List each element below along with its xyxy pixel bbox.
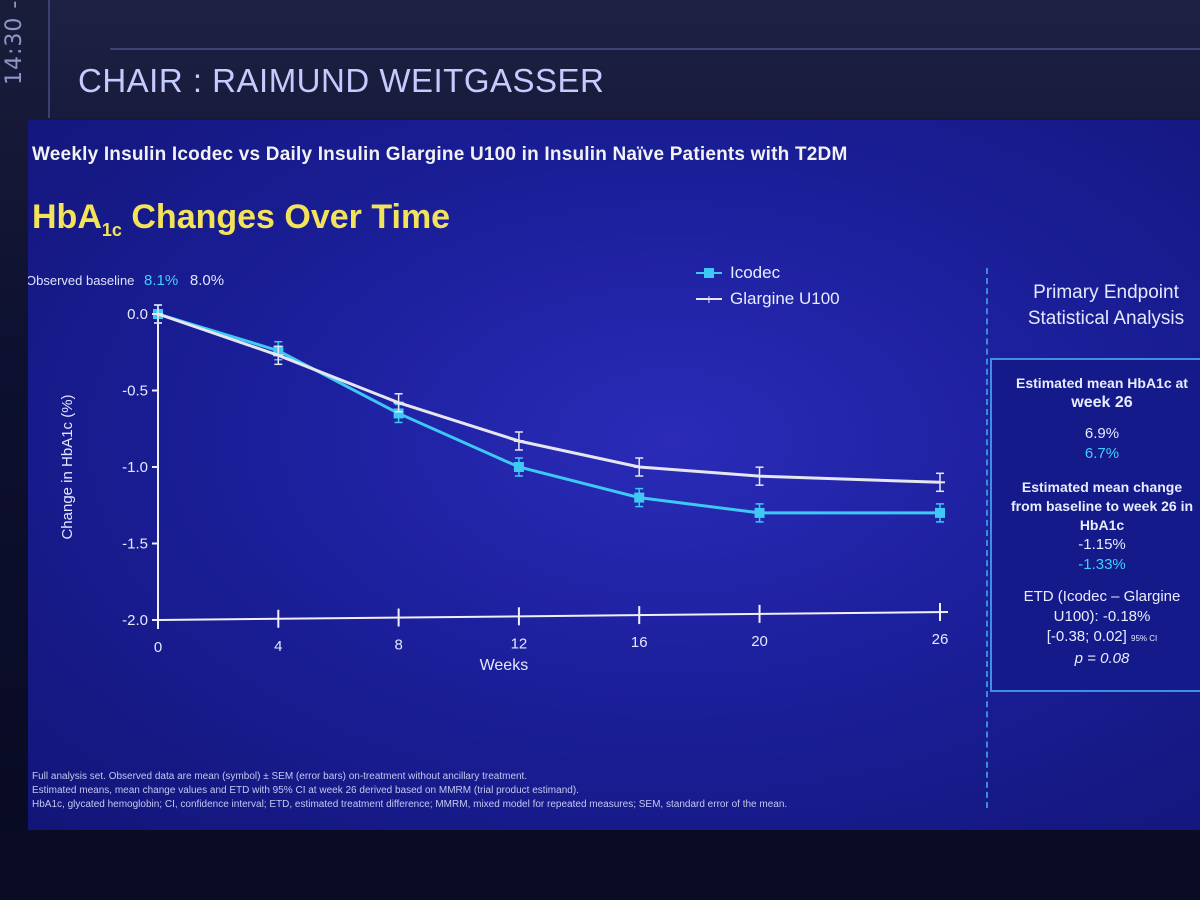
data-point-icodec: [634, 492, 645, 503]
baseline-icodec-value: 8.1%: [144, 272, 179, 289]
series-line-glargine: [157, 312, 941, 484]
x-tick-label: 4: [274, 638, 282, 655]
x-axis-line: [157, 611, 949, 621]
presentation-slide: Weekly Insulin Icodec vs Daily Insulin G…: [28, 120, 1200, 830]
x-tick-label: 0: [154, 639, 162, 656]
baseline-label: Observed baseline: [28, 273, 135, 288]
series-line-icodec: [157, 312, 940, 515]
p-value: p = 0.08: [1074, 650, 1130, 667]
estimated-mean-icodec: 6.7%: [1084, 445, 1120, 462]
x-tick-label: 12: [511, 635, 528, 652]
estimated-mean-label-line1: Estimated mean HbA1c at: [1016, 375, 1188, 391]
data-point-icodec: [935, 507, 945, 518]
header-divider-line: [110, 48, 1200, 50]
statistical-analysis-box: Estimated mean HbA1c at week 26 6.9% 6.7…: [990, 358, 1200, 692]
monitor-bottom-bezel: [0, 830, 1200, 900]
legend-item-glargine: + Glargine U100: [696, 286, 840, 312]
slide-footnotes: Full analysis set. Observed data are mea…: [32, 770, 787, 812]
estimated-change-label-line2: from baseline to week 26 in: [1010, 498, 1194, 514]
footnote-line2: Estimated means, mean change values and …: [32, 785, 579, 796]
slide-subtitle: Weekly Insulin Icodec vs Daily Insulin G…: [32, 144, 848, 165]
etd-line2: U100): -0.18%: [1053, 608, 1151, 625]
legend-swatch-icodec: [696, 266, 722, 280]
estimated-change-label-line1: Estimated mean change: [1021, 479, 1183, 495]
y-tick-label: 0.0: [127, 306, 148, 323]
estimated-mean-glargine: 6.9%: [1084, 425, 1120, 442]
legend-label-icodec: Icodec: [730, 263, 781, 282]
slide-title-subscript: 1c: [101, 219, 122, 240]
legend-swatch-glargine: +: [696, 292, 722, 306]
x-axis-label: Weeks: [480, 657, 529, 674]
etd-line1: ETD (Icodec – Glargine: [1023, 588, 1181, 605]
x-tick-label: 16: [631, 634, 648, 651]
session-header: [48, 0, 1200, 118]
etd-line3: [-0.38; 0.02] 95% CI: [992, 627, 1200, 649]
slide-title-rest: Changes Over Time: [121, 198, 451, 236]
y-tick-label: -2.0: [122, 612, 148, 629]
observed-baseline: Observed baseline 8.1% 8.0%: [28, 272, 224, 289]
legend-label-glargine: Glargine U100: [730, 289, 840, 308]
panel-divider: [986, 268, 988, 808]
y-tick-label: -0.5: [122, 383, 148, 400]
chart-legend: Icodec + Glargine U100: [696, 260, 840, 312]
estimated-mean-label-line2: week 26: [1071, 394, 1133, 411]
footnote-line3: HbA1c, glycated hemoglobin; CI, confiden…: [32, 799, 788, 810]
x-tick-label: 26: [932, 631, 949, 648]
x-tick-label: 20: [751, 633, 768, 650]
estimated-change-icodec: -1.33%: [1078, 556, 1126, 573]
slide-title-main: HbA: [32, 198, 102, 236]
estimated-change-glargine: -1.15%: [1078, 536, 1126, 553]
primary-endpoint-title-line1: Primary Endpoint: [1033, 282, 1179, 303]
y-tick-label: -1.0: [122, 459, 148, 476]
baseline-glargine-value: 8.0%: [189, 272, 225, 289]
data-point-icodec: [754, 507, 765, 518]
etd-interval: [-0.38; 0.02]: [1046, 628, 1127, 645]
session-chair-title: CHAIR : RAIMUND WEITGASSER: [78, 62, 605, 99]
primary-endpoint-heading: Primary Endpoint Statistical Analysis: [1006, 280, 1200, 332]
y-tick-label: -1.5: [122, 536, 148, 553]
legend-item-icodec: Icodec: [696, 260, 840, 286]
etd-ci-label: 95% CI: [1131, 634, 1158, 643]
footnote-line1: Full analysis set. Observed data are mea…: [32, 771, 528, 782]
primary-endpoint-title-line2: Statistical Analysis: [1027, 308, 1185, 329]
session-time-label: 14:30 -: [2, 0, 27, 86]
slide-title: HbA1c Changes Over Time: [32, 198, 450, 241]
data-point-icodec: [393, 408, 404, 419]
y-axis-label: Change in HbA1c (%): [59, 394, 76, 539]
x-tick-label: 8: [394, 637, 402, 654]
data-point-icodec: [513, 462, 524, 472]
hba1c-line-chart: 0.0 -0.5 -1.0 -1.5 -2.0 0 4 8 12 16 20 26 Weeks Chang…: [59, 304, 949, 674]
estimated-change-label-line3: HbA1c: [1079, 517, 1125, 533]
